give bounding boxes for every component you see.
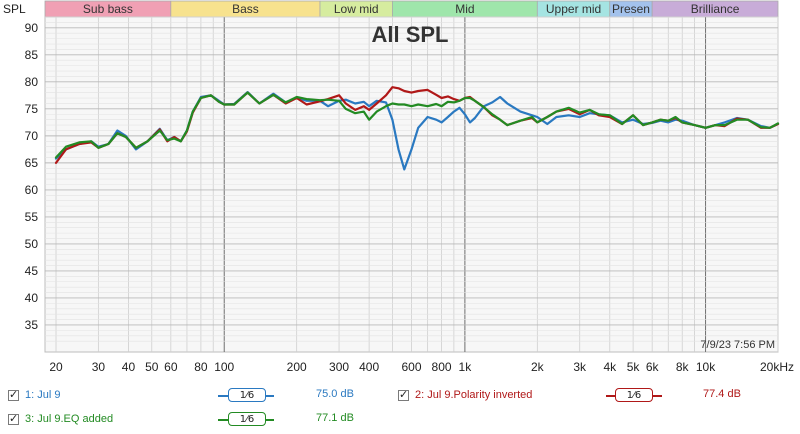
series-1-level: 75.0 dB [316,388,354,400]
y-axis-label: SPL [3,2,26,16]
y-tick-55: 55 [25,210,39,224]
series-3-level: 77.1 dB [316,412,354,424]
series-1-smoothing-button[interactable]: 1⁄6 [228,388,266,402]
series-line-3 [54,91,780,159]
y-tick-35: 35 [25,318,39,332]
y-tick-75: 75 [25,102,39,116]
y-tick-50: 50 [25,237,39,251]
band-label-4: Upper mid [546,2,601,16]
x-tick-800: 800 [432,360,452,374]
legend-row-1: 1: Jul 9 [8,385,60,405]
band-label-0: Sub bass [83,2,133,16]
y-tick-85: 85 [25,48,39,62]
band-label-1: Bass [232,2,259,16]
series-2-checkbox[interactable] [398,388,409,401]
series-2-smoothing-button[interactable]: 1⁄6 [615,388,653,402]
timestamp: 7/9/23 7:56 PM [700,339,775,351]
y-tick-65: 65 [25,156,39,170]
chart-title: All SPL [371,22,448,47]
legend: 1: Jul 9 1⁄6 75.0 dB 2: Jul 9.Polarity i… [0,384,800,434]
series-3-smoothing-button[interactable]: 1⁄6 [228,412,266,426]
series-2-label[interactable]: 2: Jul 9.Polarity inverted [415,389,533,401]
series-3-label[interactable]: 3: Jul 9.EQ added [25,413,114,425]
x-tick-200: 200 [287,360,307,374]
x-tick-10k: 10k [696,360,716,374]
x-tick-100: 100 [214,360,234,374]
frequency-bands: Sub bass Bass Low mid Mid Upper mid Presen Bri… [44,0,779,18]
band-label-3: Mid [455,2,474,16]
x-tick-6k: 6k [646,360,660,374]
legend-row-2: 2: Jul 9.Polarity inverted [398,385,532,405]
x-tick-5k: 5k [627,360,641,374]
y-tick-40: 40 [25,291,39,305]
y-tick-45: 45 [25,264,39,278]
x-tick-4k: 4k [603,360,617,374]
x-tick-2k: 2k [531,360,545,374]
legend-row-3: 3: Jul 9.EQ added [8,409,113,429]
x-tick-8k: 8k [676,360,690,374]
y-tick-70: 70 [25,129,39,143]
y-tick-60: 60 [25,183,39,197]
x-tick-400: 400 [359,360,379,374]
series-3-checkbox[interactable] [8,412,19,425]
y-tick-90: 90 [25,21,39,35]
series-1-label[interactable]: 1: Jul 9 [25,389,61,401]
band-label-6: Brilliance [691,2,740,16]
x-tick-20kHz: 20kHz [760,360,794,374]
series-2-level: 77.4 dB [703,388,741,400]
x-tick-40: 40 [122,360,136,374]
x-tick-300: 300 [329,360,349,374]
series-1-checkbox[interactable] [8,388,19,401]
band-label-2: Low mid [334,2,379,16]
x-tick-1k: 1k [459,360,473,374]
x-tick-50: 50 [145,360,159,374]
band-label-5: Presen [612,2,650,16]
y-axis: 35 40 45 50 55 60 65 70 75 80 85 90 [25,21,39,332]
x-tick-60: 60 [164,360,178,374]
x-tick-600: 600 [401,360,421,374]
series-lines [54,86,780,171]
x-axis: 20 30 40 50 60 80 100 200 300 400 600 800 1k 2k 3k 4k 5k… [49,360,794,374]
x-tick-80: 80 [194,360,208,374]
spl-chart: Sub bass Bass Low mid Mid Upper mid Presen Bri… [3,0,794,374]
x-tick-20: 20 [49,360,63,374]
grid [45,16,779,352]
y-tick-80: 80 [25,75,39,89]
x-tick-3k: 3k [573,360,587,374]
x-tick-30: 30 [92,360,106,374]
